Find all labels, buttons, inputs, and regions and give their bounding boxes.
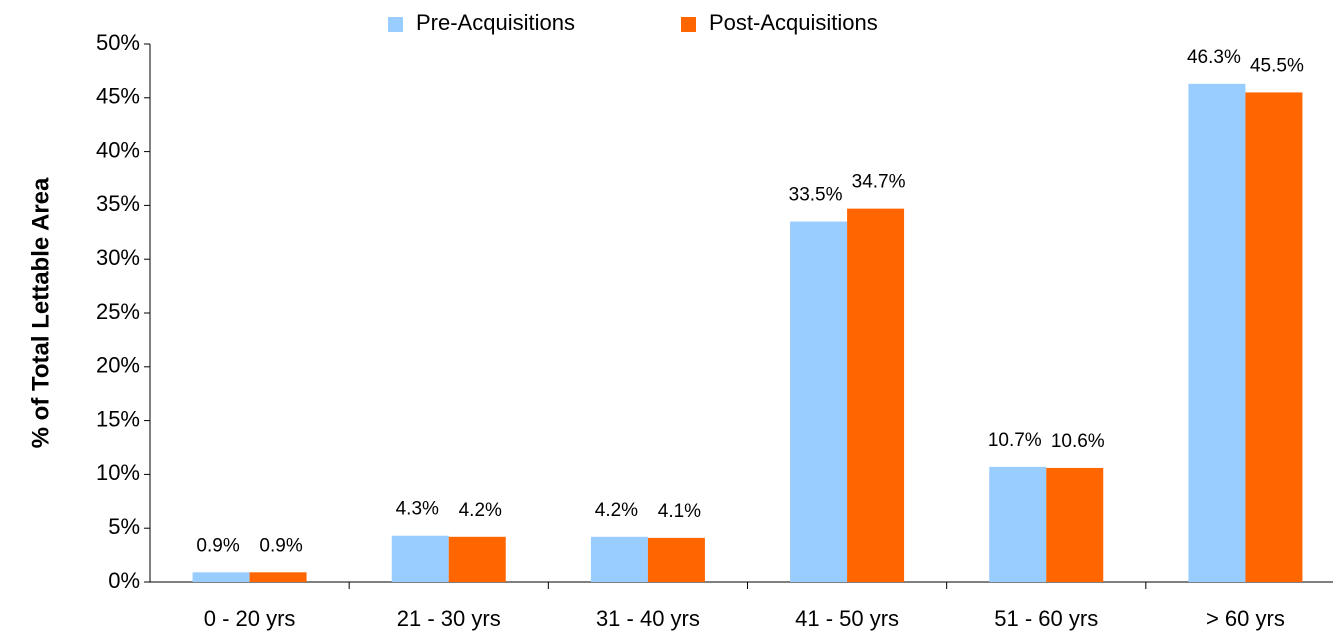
- y-tick-label: 5%: [108, 514, 140, 539]
- bar: [1188, 83, 1246, 582]
- x-tick-label: 41 - 50 yrs: [795, 606, 899, 631]
- y-tick-label: 10%: [96, 460, 140, 485]
- bar: [249, 572, 307, 582]
- bar: [989, 466, 1047, 582]
- x-tick-label: 0 - 20 yrs: [204, 606, 296, 631]
- value-label: 4.2%: [459, 500, 502, 521]
- bar: [448, 536, 506, 582]
- value-label: 33.5%: [789, 185, 843, 206]
- y-tick-label: 15%: [96, 406, 140, 431]
- y-axis-title: % of Total Lettable Area: [27, 177, 54, 448]
- value-label: 46.3%: [1187, 47, 1241, 68]
- x-tick-label: 51 - 60 yrs: [994, 606, 1098, 631]
- bar: [192, 572, 250, 582]
- y-tick-label: 30%: [96, 245, 140, 270]
- legend-label: Post-Acquisitions: [709, 10, 878, 35]
- value-label: 4.3%: [396, 499, 439, 520]
- y-tick-label: 25%: [96, 299, 140, 324]
- value-label: 0.9%: [259, 535, 302, 556]
- value-label: 4.2%: [595, 500, 638, 521]
- y-tick-label: 0%: [108, 568, 140, 593]
- y-tick-label: 40%: [96, 137, 140, 162]
- bar: [590, 536, 648, 582]
- bar: [790, 221, 848, 583]
- y-tick-label: 45%: [96, 84, 140, 109]
- value-label: 10.6%: [1051, 431, 1105, 452]
- legend-label: Pre-Acquisitions: [416, 10, 575, 35]
- y-tick-label: 20%: [96, 353, 140, 378]
- bar: [1046, 467, 1104, 582]
- value-label: 34.7%: [852, 172, 906, 193]
- y-tick-label: 35%: [96, 191, 140, 216]
- bar: [391, 535, 449, 582]
- bar: [1245, 92, 1303, 583]
- legend-swatch: [681, 17, 696, 32]
- x-tick-label: 31 - 40 yrs: [596, 606, 700, 631]
- value-label: 0.9%: [196, 535, 239, 556]
- x-tick-label: > 60 yrs: [1206, 606, 1285, 631]
- y-tick-label: 50%: [96, 30, 140, 55]
- legend-swatch: [388, 17, 403, 32]
- x-tick-label: 21 - 30 yrs: [397, 606, 501, 631]
- bar: [847, 208, 905, 583]
- bar: [647, 537, 705, 582]
- value-label: 4.1%: [658, 501, 701, 522]
- value-label: 45.5%: [1250, 55, 1304, 76]
- value-label: 10.7%: [988, 430, 1042, 451]
